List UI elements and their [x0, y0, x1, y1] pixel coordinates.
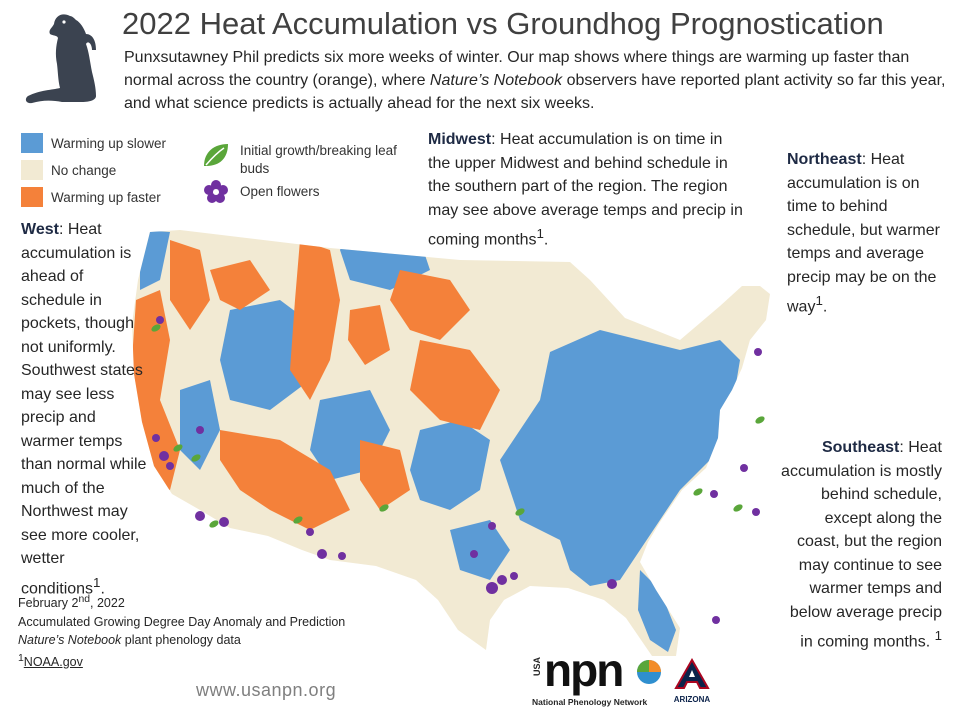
region-midwest-end: .	[543, 231, 549, 249]
region-west-sup: 1	[93, 574, 101, 590]
region-midwest-name: Midwest	[428, 131, 492, 148]
arizona-a-icon	[674, 657, 710, 689]
subtitle-text-2: observers have reported plant activity s…	[124, 72, 946, 112]
region-west: West: Heat accumulation is ahead of sche…	[21, 221, 147, 597]
footer-date-year: , 2022	[90, 596, 125, 611]
groundhog-icon	[25, 14, 97, 104]
noaa-link[interactable]: NOAA.gov	[23, 654, 83, 669]
npn-logo-globe-icon	[637, 660, 661, 684]
footer-notes: February 2nd, 2022 Accumulated Growing D…	[18, 591, 345, 671]
footer-line4: 1NOAA.gov	[18, 650, 345, 672]
arizona-logo: ARIZONA	[672, 657, 716, 708]
region-midwest-sup: 1	[536, 226, 544, 241]
leaf-markers	[151, 324, 765, 528]
npn-logo-usa: USA	[532, 657, 542, 677]
us-heat-map	[132, 230, 770, 656]
footer-line2: Accumulated Growing Degree Day Anomaly a…	[18, 614, 346, 629]
region-northeast-end: .	[822, 298, 828, 316]
legend-label-slower: Warming up slower	[51, 135, 167, 151]
footer-line3-rest: plant phenology data	[121, 633, 241, 648]
usanpn-url[interactable]: www.usanpn.org	[196, 680, 337, 700]
npn-logo-fullname: National Phenology Network	[532, 697, 648, 707]
region-southeast-sup: 1	[934, 628, 942, 643]
flower-markers	[152, 316, 762, 624]
flower-icon	[204, 180, 228, 203]
npn-logo-text: npn	[544, 644, 624, 696]
leaf-icon	[204, 144, 228, 166]
footer-line3: Nature’s Notebook plant phenology data	[18, 631, 345, 650]
region-southeast-name: Southeast	[821, 439, 900, 456]
region-northeast-text: Heat accumulation is on time to behind s…	[787, 151, 940, 316]
region-midwest: Midwest: Heat accumulation is on time in…	[428, 131, 743, 249]
arizona-logo-text: ARIZONA	[673, 695, 711, 704]
footer-date-day: February 2	[18, 596, 79, 611]
footer-date: February 2nd, 2022	[18, 591, 345, 613]
legend-label-nochange: No change	[51, 162, 117, 178]
footer-line4-sup: 1	[18, 652, 24, 664]
subtitle-text-1: Punxsutawney Phil predicts six more week…	[124, 49, 910, 89]
legend-label-flower: Open flowers	[240, 184, 320, 199]
npn-logo: USA npn National Phenology Network	[532, 644, 672, 707]
page-title: 2022 Heat Accumulation vs Groundhog Prog…	[122, 6, 884, 41]
region-southeast-text: Heat accumulation is mostly behind sched…	[781, 439, 942, 651]
legend-swatch-faster	[21, 187, 43, 207]
legend-item-slower: Warming up slower	[21, 133, 166, 153]
footer-date-sup: nd	[78, 594, 91, 605]
region-west-end: .	[100, 579, 105, 597]
region-northeast: Northeast: Heat accumulation is on time …	[787, 151, 940, 316]
region-northeast-name: Northeast	[787, 151, 862, 168]
legend-label-faster: Warming up faster	[51, 189, 161, 205]
legend-swatch-slower	[21, 133, 43, 153]
legend-swatch-nochange	[21, 160, 43, 180]
region-west-name: West	[21, 221, 59, 238]
region-northeast-sup: 1	[815, 293, 823, 308]
footer-line3-italic: Nature’s Notebook	[18, 633, 122, 648]
subtitle-italic: Nature’s Notebook	[429, 72, 563, 89]
legend-label-leaf: Initial growth/breaking leaf buds	[240, 143, 397, 176]
region-southeast: Southeast: Heat accumulation is mostly b…	[781, 439, 942, 651]
page-subtitle: Punxsutawney Phil predicts six more week…	[124, 46, 950, 115]
region-west-text: Heat accumulation is ahead of schedule i…	[21, 221, 147, 597]
legend-item-nochange: No change	[21, 160, 116, 180]
region-midwest-text: Heat accumulation is on time in the uppe…	[428, 131, 743, 249]
legend-item-faster: Warming up faster	[21, 187, 161, 207]
